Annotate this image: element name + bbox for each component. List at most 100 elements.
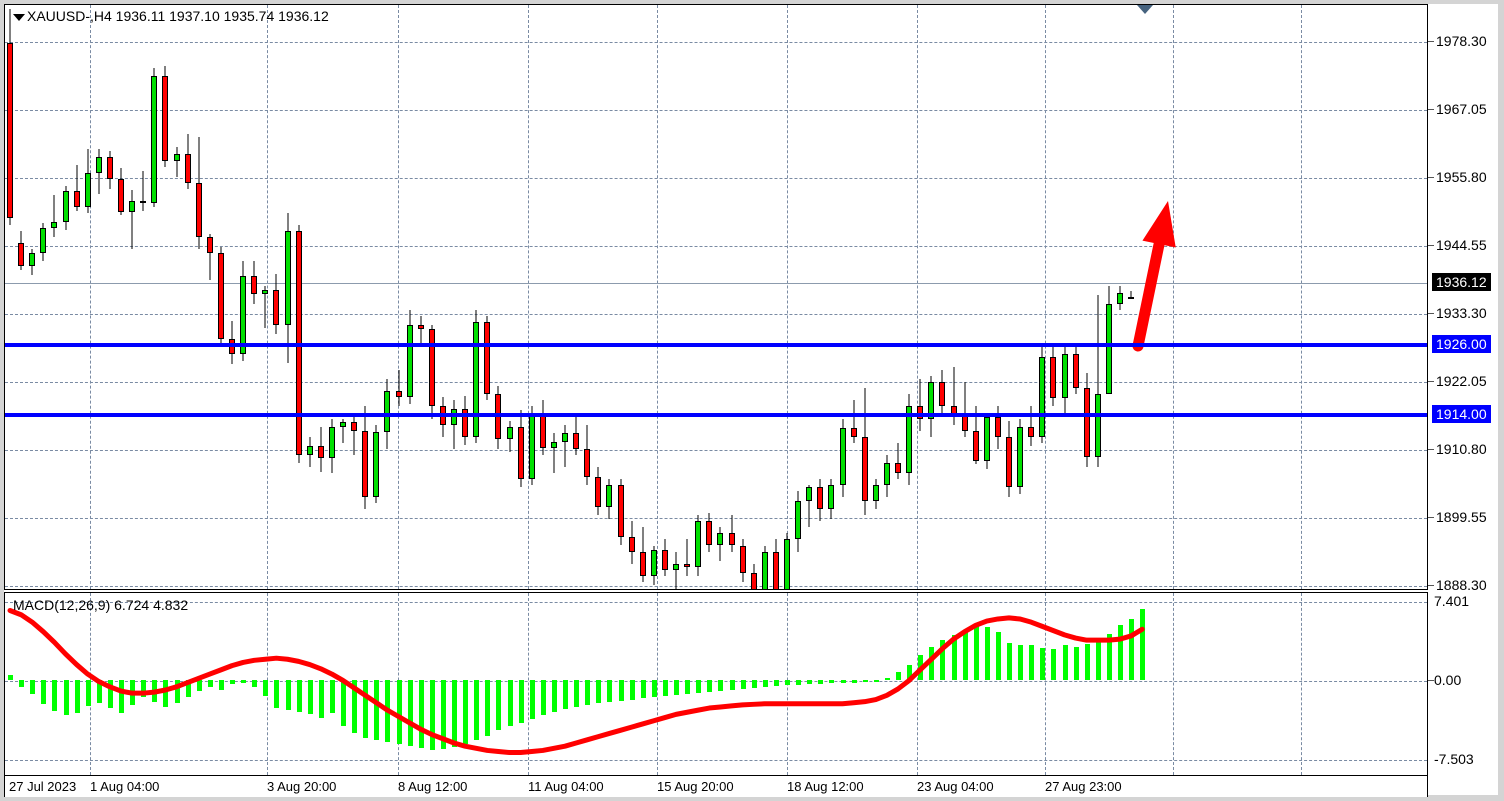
macd-histogram-bar <box>463 680 469 745</box>
price-tick-mark-6 <box>1428 449 1434 450</box>
macd-histogram-bar <box>685 680 691 695</box>
macd-histogram-bar <box>296 680 302 713</box>
candlestick <box>184 5 191 589</box>
gridline-vertical-price-9 <box>1301 5 1302 589</box>
candle-body-bearish <box>7 43 13 218</box>
candlestick <box>673 5 679 589</box>
macd-histogram-bar <box>341 680 346 727</box>
gridline-vertical-macd-8 <box>1173 593 1174 775</box>
candlestick <box>972 5 979 589</box>
price-plot-area[interactable] <box>5 5 1427 589</box>
candlestick <box>695 5 702 589</box>
candle-wick <box>731 515 732 552</box>
candlestick <box>151 5 158 589</box>
macd-histogram-bar <box>973 625 979 681</box>
candlestick <box>51 5 58 589</box>
candlestick <box>140 5 147 589</box>
macd-histogram-bar <box>374 680 380 740</box>
current-price-tag: 1936.12 <box>1432 273 1491 291</box>
candlestick <box>1105 5 1112 589</box>
candlestick <box>661 5 668 589</box>
candle-body-bullish <box>795 500 802 540</box>
candle-body-bullish <box>328 427 335 459</box>
macd-histogram-bar <box>696 680 702 694</box>
macd-histogram-bar <box>1007 643 1012 681</box>
price-chart-pane[interactable]: XAUUSD-,H4 1936.11 1937.10 1935.74 1936.… <box>4 4 1428 590</box>
candle-body-bullish <box>95 157 102 174</box>
time-axis-label-8: 27 Aug 23:00 <box>1045 779 1122 794</box>
price-tick-label-2: 1955.80 <box>1436 169 1487 185</box>
candle-body-bearish <box>317 446 324 459</box>
macd-histogram-bar <box>651 680 657 698</box>
candle-body-bearish <box>362 430 369 498</box>
macd-histogram-bar <box>440 680 446 750</box>
chevron-down-icon[interactable] <box>13 14 25 21</box>
macd-histogram-bar <box>1062 645 1068 681</box>
candlestick <box>595 5 602 589</box>
time-axis[interactable]: 27 Jul 2023 1 Aug 04:00 3 Aug 20:00 8 Aug 1… <box>4 776 1428 797</box>
gridline-horizontal-price-0 <box>5 42 1427 43</box>
candle-wick <box>853 400 855 443</box>
bullish-arrow-annotation[interactable] <box>5 5 1427 589</box>
macd-histogram-bar <box>485 680 491 736</box>
gridline-vertical-price-5 <box>787 5 788 589</box>
macd-histogram-bar <box>674 680 679 696</box>
candle-wick <box>808 485 810 528</box>
candlestick <box>817 5 824 589</box>
macd-tick-label-1: 0.00 <box>1434 672 1462 688</box>
candle-body-bullish <box>473 321 480 437</box>
candle-wick <box>76 164 78 211</box>
level-line-1914-00[interactable] <box>5 413 1427 417</box>
macd-histogram-bar <box>119 680 124 714</box>
candle-body-bearish <box>417 325 424 330</box>
candle-body-bullish <box>240 275 247 355</box>
candle-wick <box>142 170 144 211</box>
gridline-horizontal-price-6 <box>5 450 1427 451</box>
candle-body-bullish <box>306 446 313 455</box>
candlestick <box>129 5 136 589</box>
macd-plot-area[interactable] <box>5 593 1427 775</box>
candle-body-bearish <box>617 485 624 538</box>
candlestick <box>406 5 413 589</box>
macd-histogram-bar <box>884 678 890 681</box>
candlestick <box>428 5 435 589</box>
macd-histogram-bar <box>41 680 47 704</box>
macd-histogram-bar <box>329 680 335 714</box>
level-price-tag-1[interactable]: 1914.00 <box>1432 405 1491 423</box>
candlestick <box>284 5 291 589</box>
level-line-1926-00[interactable] <box>5 343 1427 347</box>
macd-histogram-bar <box>196 680 202 692</box>
candle-body-bearish <box>994 417 1001 437</box>
candle-wick <box>131 190 133 250</box>
candle-wick <box>553 433 555 473</box>
macd-histogram-bar <box>607 680 613 702</box>
macd-axis-scale[interactable]: 7.401 0.00 -7.503 <box>1428 592 1498 776</box>
candlestick <box>395 5 402 589</box>
level-price-tag-0[interactable]: 1926.00 <box>1432 335 1491 353</box>
candlestick <box>484 5 491 589</box>
candlestick <box>906 5 913 589</box>
candle-wick <box>398 370 399 407</box>
candlestick <box>306 5 313 589</box>
arrow-shaft <box>1132 238 1165 352</box>
candle-body-bearish <box>573 433 580 449</box>
candle-wick <box>953 366 954 425</box>
candle-body-bearish <box>462 408 469 437</box>
macd-signal-polyline <box>7 607 1145 756</box>
price-tick-label-8: 1888.30 <box>1436 577 1487 593</box>
candlestick <box>784 5 790 589</box>
macd-tick-label-0: 7.401 <box>1434 593 1470 609</box>
macd-histogram-bar <box>862 680 868 682</box>
candlestick <box>162 5 169 589</box>
price-tick-label-7: 1899.55 <box>1436 509 1487 525</box>
macd-histogram-bar <box>1018 645 1024 681</box>
candle-wick <box>564 424 566 467</box>
price-axis-scale[interactable]: 1978.30 1967.05 1955.80 1944.55 1933.30 1922.… <box>1428 4 1498 593</box>
macd-histogram-bar <box>63 680 69 716</box>
macd-indicator-pane[interactable]: MACD(12,26,9) 6.724 4.832 <box>4 592 1428 776</box>
window-frame-top <box>0 0 1504 4</box>
macd-histogram-bar <box>729 680 735 690</box>
candle-body-bearish <box>1072 354 1079 389</box>
macd-histogram-bar <box>1095 640 1101 681</box>
macd-histogram-bar <box>185 680 191 698</box>
